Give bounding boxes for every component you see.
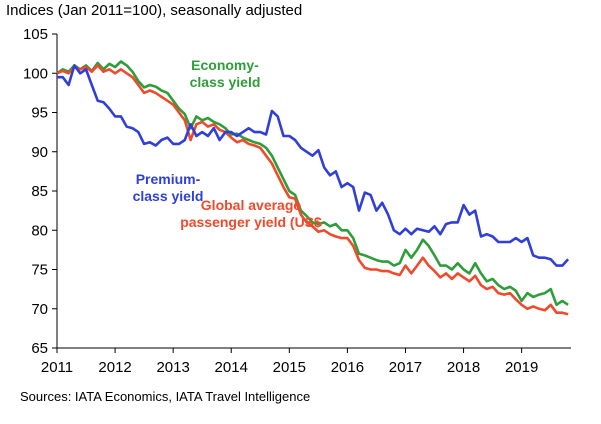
x-tick-label: 2016 [331,359,364,376]
source-note: Sources: IATA Economics, IATA Travel Int… [20,389,311,404]
annotation-premium-line: Premium- [136,171,201,187]
y-tick-label: 95 [31,105,48,122]
x-tick-label: 2012 [98,359,131,376]
x-tick-label: 2015 [273,359,306,376]
y-tick-label: 80 [31,222,48,239]
y-tick-label: 90 [31,144,48,161]
x-tick-label: 2013 [156,359,189,376]
x-tick-label: 2017 [389,359,422,376]
annotation-economy-line: class yield [190,74,261,90]
series-line-premium [57,64,570,267]
y-tick-label: 100 [23,65,48,82]
y-tick-label: 70 [31,301,48,318]
annotation-premium-line: class yield [133,188,204,204]
chart-axes: 65 70 75 80 85 90 95 100 105 2011 2012 2013 2014 2015… [23,26,571,376]
x-tick-label: 2011 [41,359,73,376]
series-line-economy [56,60,569,307]
y-tick-label: 65 [31,340,48,357]
chart-series [56,60,570,316]
x-tick-label: 2018 [447,359,480,376]
y-tick-label: 105 [23,26,48,43]
series-line-global [56,64,569,316]
y-axis-units-label: Indices (Jan 2011=100), seasonally adjus… [6,2,303,19]
y-tick-label: 75 [31,262,48,279]
line-chart: 65 70 75 80 85 90 95 100 105 2011 2012 2013 2014 2015… [23,26,571,376]
x-tick-label: 2014 [215,359,248,376]
annotation-global-line: passenger yield (US$ [180,214,322,230]
annotation-economy-line: Economy- [191,57,259,73]
y-tick-label: 85 [31,183,48,200]
x-tick-label: 2019 [505,359,538,376]
annotation-global-line: Global average [201,197,302,213]
